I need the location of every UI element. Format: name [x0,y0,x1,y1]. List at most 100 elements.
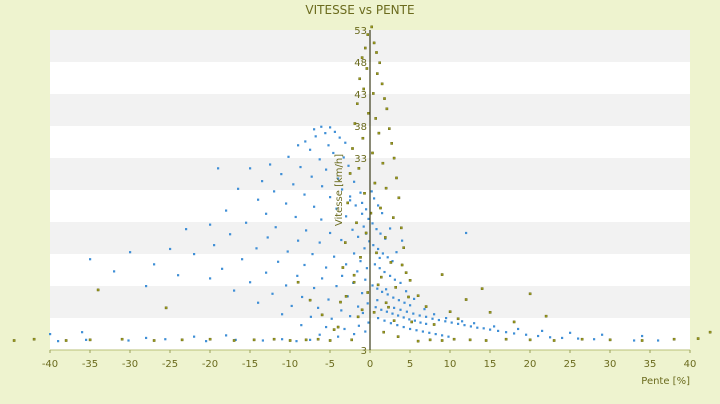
data-point [368,240,371,243]
data-point [362,87,366,91]
data-point [493,325,496,328]
data-point [272,337,276,341]
data-point [416,339,420,343]
data-point [457,322,460,325]
data-point [517,327,520,331]
data-point [407,295,410,299]
data-point [408,318,411,321]
data-point [152,339,156,342]
chart-title: VITESSE vs PENTE [305,3,414,17]
data-point [269,163,272,166]
data-point [381,252,384,255]
data-point [120,337,124,341]
data-point [336,325,340,329]
data-point [528,338,532,342]
data-point [482,327,485,330]
data-point [608,338,612,342]
data-point [353,333,356,336]
data-point [309,315,312,318]
data-point [385,107,389,111]
data-point [497,329,500,332]
data-point [348,172,352,175]
x-tick-label: -35 [82,359,98,370]
data-point [349,199,352,202]
x-tick-label: 20 [524,359,537,370]
data-point [318,158,321,161]
data-point [346,201,350,205]
data-point [376,287,379,290]
data-point [389,227,392,230]
data-point [372,92,375,95]
data-point [265,271,268,274]
data-point [361,201,364,204]
data-point [310,175,313,178]
data-point [325,266,328,269]
data-point [408,279,412,282]
data-point [271,292,274,295]
data-point [333,130,336,133]
data-point [489,328,492,331]
data-point [428,331,431,334]
data-point [405,290,408,293]
data-point [441,334,444,337]
data-point [249,281,252,284]
data-point [329,126,332,129]
data-point [381,212,384,215]
data-point [383,270,386,274]
data-point [329,231,332,235]
data-point [292,183,295,186]
data-point [379,232,382,235]
data-point [296,274,299,277]
data-point [375,228,378,231]
data-point [353,122,357,125]
data-point [360,308,364,312]
data-point [377,204,380,207]
data-point [265,212,268,215]
data-point [392,216,395,219]
data-point [296,280,300,284]
data-point [193,253,196,256]
data-point [445,317,448,320]
data-point [314,135,317,138]
data-point [377,247,380,251]
data-point [357,167,361,170]
data-point [378,267,381,270]
data-point [221,267,224,270]
data-point [378,61,382,65]
data-point [696,337,700,340]
data-point [234,338,237,341]
data-point [380,82,384,86]
data-point [304,140,307,143]
data-point [321,277,324,280]
data-point [274,226,277,229]
data-point [456,317,460,321]
data-point [261,180,264,183]
data-point [380,275,383,279]
data-point [341,188,344,191]
data-point [193,335,196,338]
data-point [423,308,426,311]
data-point [367,111,370,115]
data-point [397,299,400,302]
data-point [280,173,283,176]
y-axis-label: Vitesse [km/h] [334,154,345,226]
data-point [359,191,362,194]
y-tick-label: 3 [361,346,367,357]
data-point [232,339,236,342]
data-point [309,338,312,341]
data-point [402,316,405,319]
data-point [461,320,464,323]
data-point [225,209,228,212]
data-point [403,301,406,304]
data-point [364,330,367,333]
data-point [361,136,365,140]
x-tick-label: 30 [604,359,617,370]
data-point [419,321,422,324]
data-point [32,337,36,341]
data-point [392,156,396,160]
x-tick-label: -30 [122,359,138,370]
data-point [313,286,316,290]
data-point [577,337,580,340]
data-point [393,278,396,281]
data-point [164,306,168,310]
